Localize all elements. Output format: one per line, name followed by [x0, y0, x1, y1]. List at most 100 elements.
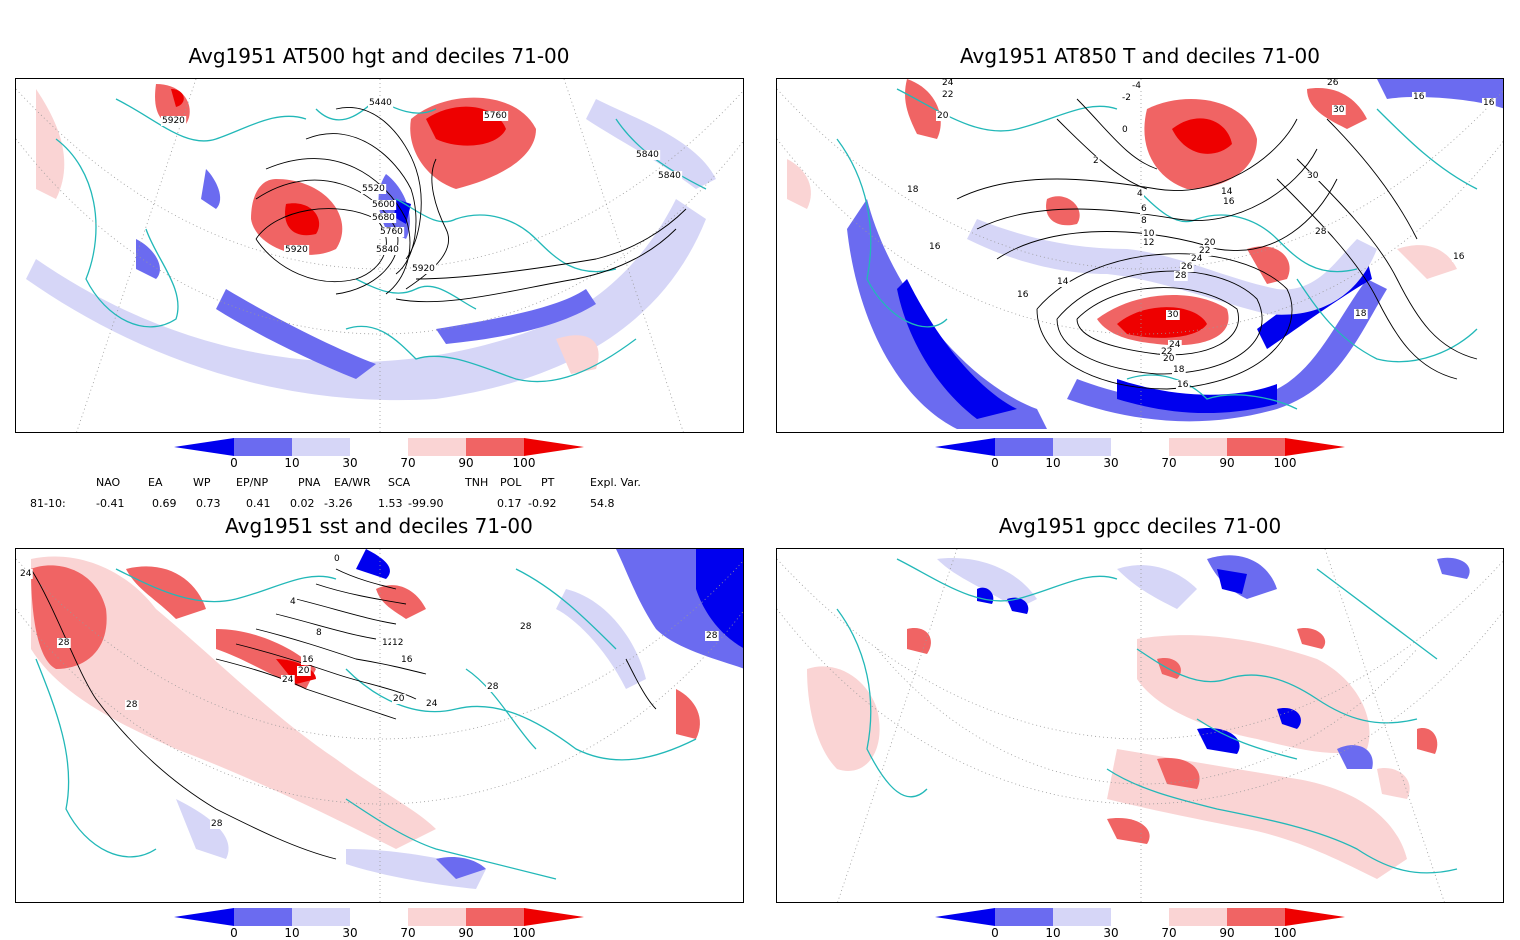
contour-label-box — [1131, 81, 1143, 91]
contour-label-box — [375, 245, 401, 255]
colorbar-sst: 0 10 30 70 90 100 — [174, 908, 584, 940]
contour-label-box — [1016, 290, 1030, 300]
contour-label: -2 — [1122, 93, 1131, 103]
cbar-tick: 10 — [1045, 926, 1061, 940]
contour-labels: 24 28 28 0 4 8 12 16 20 24 28 28 24 20 1… — [19, 554, 719, 829]
contour-label: 26 — [1327, 79, 1339, 88]
contour-label: 18 — [907, 185, 919, 195]
contour-label-box — [371, 200, 397, 210]
cbar-tick: 70 — [400, 456, 416, 470]
contour-label-box — [297, 666, 311, 676]
cbar-tick: 30 — [342, 456, 358, 470]
cbar-tick: 100 — [1273, 926, 1297, 940]
contour-label-box — [161, 116, 187, 126]
graticule — [16, 79, 743, 432]
contour-label-box — [315, 628, 323, 638]
contour-label-box — [301, 655, 315, 665]
contour-label-box — [400, 655, 414, 665]
contour-label: 14 — [1057, 277, 1069, 287]
index-value: 1.53 — [378, 497, 403, 510]
contour-label-box — [1203, 238, 1217, 248]
cbar-seg-4 — [1169, 908, 1227, 926]
contour-label: 10 — [1143, 229, 1155, 239]
coastlines — [55, 98, 707, 383]
cbar-tick: 30 — [342, 926, 358, 940]
cbar-seg-3 — [1111, 438, 1169, 456]
cbar-seg-4 — [408, 908, 466, 926]
contour-label: 0 — [1122, 125, 1128, 135]
cbar-tick: 90 — [1219, 926, 1235, 940]
cbar-tick: 0 — [230, 926, 238, 940]
cbar-tick: 70 — [400, 926, 416, 940]
map-panel-hgt500: 5920 5440 5760 5840 5840 5520 5600 5680 … — [15, 78, 744, 433]
contour-label: 8 — [316, 628, 322, 638]
contour-label: 28 — [487, 682, 499, 692]
contour-label: 20 — [393, 694, 405, 704]
index-header: PT — [541, 476, 555, 489]
contour-label-box — [1140, 216, 1148, 226]
contour-label: 5520 — [362, 184, 385, 194]
cbar-tick: 90 — [1219, 456, 1235, 470]
index-value: -3.26 — [324, 497, 353, 510]
cbar-seg-6 — [524, 438, 584, 456]
contour-label-box — [425, 699, 439, 709]
contour-label-box — [411, 264, 437, 274]
cbar-tick: 10 — [1045, 456, 1061, 470]
contour-label-box — [936, 111, 950, 121]
contour-label-box — [1354, 309, 1368, 319]
index-value: -0.41 — [96, 497, 125, 510]
contour-label: 12 — [1143, 238, 1154, 248]
contour-label: 16 — [302, 655, 314, 665]
contour-label-box — [486, 682, 500, 692]
index-value: 0.73 — [196, 497, 221, 510]
cbar-tick: 70 — [1161, 926, 1177, 940]
cbar-seg-5 — [466, 438, 524, 456]
contour-label-box — [1452, 252, 1466, 262]
contour-label-box — [1222, 197, 1236, 207]
map-panel-t850: 24 22 20 -4 -2 0 2 26 30 16 16 18 4 6 8 … — [776, 78, 1504, 433]
index-row-label: 81-10: — [30, 497, 66, 510]
contour-label: 5760 — [484, 111, 507, 121]
contour-label: 5600 — [372, 200, 395, 210]
contour-label-box — [1220, 187, 1234, 197]
contour-label: 4 — [1137, 189, 1143, 199]
map-panel-gpcc — [776, 548, 1504, 903]
contour-label-box — [1056, 277, 1070, 287]
contour-label: 30 — [1333, 105, 1345, 115]
graticule — [777, 79, 1503, 432]
index-value: 0.17 — [497, 497, 522, 510]
contour-label-box — [1172, 365, 1186, 375]
contour-label: 18 — [1173, 365, 1185, 375]
contour-label: 24 — [282, 675, 294, 685]
contour-label: 6 — [1141, 204, 1147, 214]
index-header: SCA — [388, 476, 411, 489]
cbar-seg-6 — [1285, 438, 1345, 456]
contour-label-box — [928, 242, 942, 252]
contour-label: 12 — [392, 638, 403, 648]
contour-label: 16 — [1017, 290, 1029, 300]
cbar-seg-2 — [292, 438, 350, 456]
cbar-tick: 90 — [458, 456, 474, 470]
contour-label: 16 — [1413, 92, 1425, 102]
contour-label: 16 — [929, 242, 941, 252]
index-value: -99.90 — [408, 497, 444, 510]
contour-label-box — [1412, 92, 1426, 102]
decile-shading — [16, 549, 743, 902]
contour-label: 5440 — [369, 98, 392, 108]
contour-label: 20 — [1163, 354, 1175, 364]
contour-label-box — [519, 622, 533, 632]
contour-label: 22 — [1161, 347, 1172, 357]
contour-label: 5760 — [380, 227, 403, 237]
contour-label: 4 — [290, 597, 296, 607]
contour-label: 28 — [211, 819, 223, 829]
contour-label: 12 — [382, 638, 393, 648]
contour-label-box — [1198, 246, 1212, 256]
contour-label: 24 — [1191, 254, 1203, 264]
contour-label-box — [1326, 79, 1340, 88]
contour-label-box — [1136, 189, 1144, 199]
contour-label-box — [657, 171, 683, 181]
contour-label: 5840 — [376, 245, 399, 255]
cbar-seg-2 — [1053, 438, 1111, 456]
contour-label: 28 — [1315, 227, 1327, 237]
contour-label-box — [906, 185, 920, 195]
